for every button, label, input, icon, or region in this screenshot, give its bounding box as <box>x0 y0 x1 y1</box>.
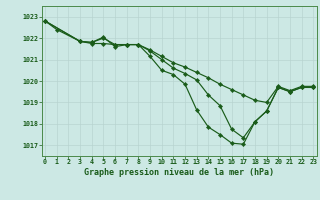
X-axis label: Graphe pression niveau de la mer (hPa): Graphe pression niveau de la mer (hPa) <box>84 168 274 177</box>
